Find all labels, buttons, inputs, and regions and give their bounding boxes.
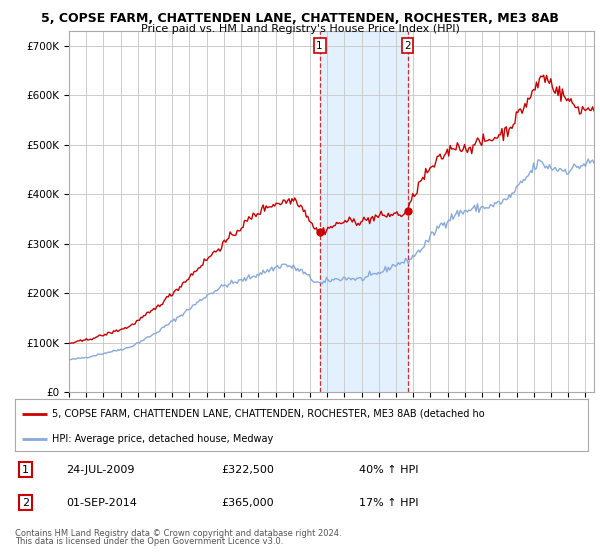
Text: 40% ↑ HPI: 40% ↑ HPI xyxy=(359,465,418,475)
Text: £365,000: £365,000 xyxy=(221,498,274,507)
Text: 5, COPSE FARM, CHATTENDEN LANE, CHATTENDEN, ROCHESTER, ME3 8AB (detached ho: 5, COPSE FARM, CHATTENDEN LANE, CHATTEND… xyxy=(52,409,485,419)
Text: £322,500: £322,500 xyxy=(221,465,274,475)
Text: 24-JUL-2009: 24-JUL-2009 xyxy=(67,465,135,475)
Bar xyxy=(320,31,407,392)
Text: 2: 2 xyxy=(404,41,411,50)
Text: HPI: Average price, detached house, Medway: HPI: Average price, detached house, Medw… xyxy=(52,435,274,445)
Text: 01-SEP-2014: 01-SEP-2014 xyxy=(67,498,137,507)
Text: 17% ↑ HPI: 17% ↑ HPI xyxy=(359,498,418,507)
Text: Contains HM Land Registry data © Crown copyright and database right 2024.: Contains HM Land Registry data © Crown c… xyxy=(15,529,341,538)
Text: 2: 2 xyxy=(22,498,29,507)
Text: 1: 1 xyxy=(22,465,29,475)
Text: This data is licensed under the Open Government Licence v3.0.: This data is licensed under the Open Gov… xyxy=(15,538,283,547)
Text: Price paid vs. HM Land Registry's House Price Index (HPI): Price paid vs. HM Land Registry's House … xyxy=(140,24,460,34)
Text: 1: 1 xyxy=(316,41,323,50)
Text: 5, COPSE FARM, CHATTENDEN LANE, CHATTENDEN, ROCHESTER, ME3 8AB: 5, COPSE FARM, CHATTENDEN LANE, CHATTEND… xyxy=(41,12,559,25)
